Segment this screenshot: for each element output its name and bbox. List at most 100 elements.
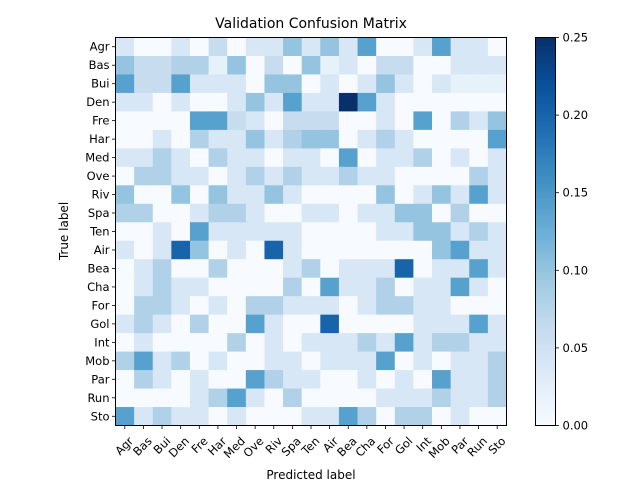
heatmap-cell: [301, 259, 321, 279]
heatmap-cell: [338, 333, 358, 352]
heatmap-cell: [376, 166, 396, 186]
heatmap-cell: [450, 74, 470, 94]
heatmap-cell: [487, 129, 507, 149]
y-tick-label: Mob: [85, 354, 109, 368]
heatmap-cell: [245, 74, 265, 94]
heatmap-cell: [394, 259, 414, 279]
heatmap-cell: [338, 407, 358, 426]
heatmap-cell: [432, 296, 452, 316]
heatmap-cell: [301, 222, 321, 242]
heatmap-cell: [115, 37, 135, 57]
heatmap-cell: [171, 37, 191, 57]
heatmap-cell: [189, 296, 209, 316]
heatmap-cell: [432, 185, 452, 205]
heatmap-cell: [227, 148, 247, 168]
heatmap-cell: [152, 351, 172, 371]
heatmap-cell: [320, 370, 340, 389]
heatmap-cell: [413, 148, 433, 168]
heatmap-cell: [301, 277, 321, 297]
heatmap-cell: [413, 314, 433, 334]
heatmap-cell: [283, 129, 303, 149]
heatmap-cell: [394, 351, 414, 371]
heatmap-cell: [413, 129, 433, 149]
heatmap-cell: [283, 407, 303, 426]
heatmap-cell: [152, 222, 172, 242]
colorbar-tick-label: 0.05: [563, 341, 589, 355]
heatmap-cell: [413, 37, 433, 57]
heatmap-cell: [450, 296, 470, 316]
heatmap-cell: [283, 333, 303, 352]
heatmap-cell: [450, 148, 470, 168]
heatmap-cell: [208, 92, 228, 112]
heatmap-cell: [283, 203, 303, 223]
heatmap-cell: [189, 185, 209, 205]
heatmap-cell: [264, 203, 284, 223]
heatmap-cell: [469, 259, 489, 279]
heatmap-cell: [469, 240, 489, 260]
heatmap-cell: [189, 92, 209, 112]
heatmap-cell: [357, 203, 377, 223]
heatmap-cell: [171, 203, 191, 223]
heatmap-cell: [469, 166, 489, 186]
heatmap-cell: [394, 92, 414, 112]
y-tick-label: Ten: [89, 225, 109, 239]
heatmap-cell: [338, 55, 358, 75]
heatmap-cell: [245, 277, 265, 297]
heatmap-cell: [376, 203, 396, 223]
heatmap-cell: [487, 370, 507, 389]
heatmap-cell: [245, 388, 265, 408]
chart-title: Validation Confusion Matrix: [215, 16, 407, 32]
heatmap-cell: [134, 166, 154, 186]
heatmap-cell: [264, 296, 284, 316]
heatmap-cell: [115, 277, 135, 297]
heatmap-cell: [227, 74, 247, 94]
heatmap-cell: [376, 111, 396, 131]
colorbar-tick-label: 0.10: [563, 263, 589, 277]
heatmap-cell: [487, 333, 507, 352]
heatmap-cell: [432, 92, 452, 112]
heatmap-cell: [283, 111, 303, 131]
heatmap-cell: [227, 222, 247, 242]
heatmap-cell: [432, 74, 452, 94]
heatmap-cell: [152, 370, 172, 389]
heatmap-cell: [152, 148, 172, 168]
heatmap-cell: [227, 185, 247, 205]
heatmap-cell: [283, 314, 303, 334]
heatmap-cell: [152, 185, 172, 205]
heatmap-cell: [264, 388, 284, 408]
heatmap-cell: [450, 370, 470, 389]
heatmap-cell: [189, 55, 209, 75]
heatmap-cell: [432, 55, 452, 75]
heatmap-cell: [115, 370, 135, 389]
heatmap-cell: [320, 74, 340, 94]
heatmap-cell: [208, 74, 228, 94]
heatmap-cell: [413, 259, 433, 279]
heatmap-cell: [152, 388, 172, 408]
heatmap-cell: [338, 74, 358, 94]
heatmap-cell: [301, 111, 321, 131]
heatmap-cell: [115, 148, 135, 168]
heatmap-cell: [301, 55, 321, 75]
heatmap-cell: [394, 314, 414, 334]
heatmap-cell: [357, 166, 377, 186]
heatmap-cell: [264, 111, 284, 131]
y-tick-label: Sto: [91, 409, 110, 423]
heatmap-cell: [208, 148, 228, 168]
heatmap-cell: [376, 351, 396, 371]
heatmap-cell: [301, 333, 321, 352]
heatmap-cell: [394, 333, 414, 352]
heatmap-cell: [450, 314, 470, 334]
heatmap-cell: [413, 166, 433, 186]
heatmap-cell: [487, 185, 507, 205]
heatmap-cell: [115, 74, 135, 94]
y-tick-label: Med: [85, 151, 109, 165]
heatmap-cell: [301, 407, 321, 426]
heatmap-cell: [487, 74, 507, 94]
heatmap-cell: [171, 388, 191, 408]
heatmap-cell: [357, 259, 377, 279]
heatmap-cells: [115, 37, 507, 426]
heatmap-cell: [227, 111, 247, 131]
y-tick-label: Bui: [91, 77, 109, 91]
heatmap-cell: [189, 333, 209, 352]
y-tick-label: Cha: [87, 280, 109, 294]
